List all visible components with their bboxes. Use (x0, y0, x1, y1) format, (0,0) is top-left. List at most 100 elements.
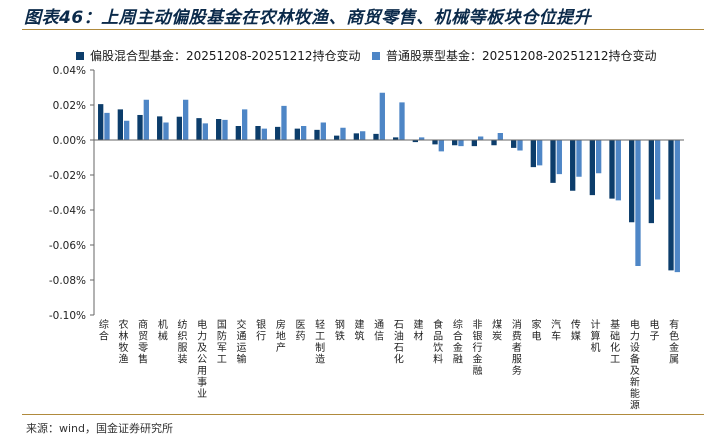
x-axis: 综合农林牧渔商贸零售机械纺织服装电力及公用事业国防军工交通运输银行房地产医药轻工… (94, 139, 684, 412)
bar-series2 (419, 137, 425, 140)
bar-series1 (117, 109, 123, 140)
x-category-label: 机械 (158, 318, 168, 343)
bar-series2 (635, 140, 641, 266)
x-category-label: 房地产 (276, 318, 286, 354)
bar-series2 (576, 140, 582, 177)
x-category-label: 汽车 (551, 318, 561, 343)
x-category-label: 建筑 (355, 318, 365, 343)
x-category-label: 石油石化 (394, 320, 404, 366)
y-tick-label: 0.02% (53, 100, 86, 112)
bar-series2 (615, 140, 621, 201)
bar-series2 (399, 102, 405, 140)
x-category-label: 电子 (650, 318, 660, 343)
bar-series1 (334, 135, 340, 140)
bar-series1 (648, 140, 654, 224)
legend-label-series2: 普通股票型基金：20251208-20251212持仓变动 (386, 48, 657, 63)
bar-series2 (596, 140, 602, 174)
bar-series2 (124, 120, 130, 140)
bar-series2 (556, 140, 562, 175)
x-category-label: 农林牧渔 (119, 318, 129, 366)
bar-series1 (373, 133, 379, 140)
x-category-label: 轻工制造 (315, 318, 325, 366)
x-category-label: 电力及公用事业 (197, 318, 207, 400)
bar-series1 (98, 104, 104, 140)
y-tick-label: -0.02% (49, 170, 86, 182)
bar-series2 (301, 126, 307, 140)
x-category-label: 基础化工 (610, 318, 620, 366)
bar-series2 (261, 128, 267, 140)
x-category-label: 电力设备及新能源 (630, 318, 640, 412)
bar-series2 (320, 122, 326, 140)
bar-series2 (537, 140, 543, 166)
x-category-label: 建材 (414, 318, 424, 343)
source-note: 来源：wind，国金证券研究所 (26, 422, 174, 435)
bar-series1 (668, 140, 674, 271)
bar-series1 (550, 140, 556, 183)
bar-series2 (281, 105, 287, 140)
top-rule (22, 29, 704, 30)
legend: 偏股混合型基金：20251208-20251212持仓变动 普通股票型基金：20… (76, 48, 657, 63)
bar-series1 (353, 133, 359, 140)
bar-series1 (216, 119, 222, 140)
bars (98, 92, 680, 273)
bar-series1 (511, 140, 517, 148)
bar-series1 (629, 140, 635, 223)
bar-series2 (183, 99, 189, 140)
x-category-label: 非银行金融 (473, 319, 483, 377)
bar-series2 (674, 140, 680, 273)
bar-series2 (242, 109, 248, 140)
y-tick-label: 0.00% (53, 135, 86, 147)
bar-series2 (379, 92, 385, 140)
y-tick-label: -0.10% (49, 310, 86, 322)
x-category-label: 食品饮料 (433, 318, 443, 366)
bar-series2 (104, 112, 110, 140)
bar-series2 (360, 131, 366, 140)
x-category-label: 煤炭 (492, 318, 502, 343)
bar-series2 (143, 99, 149, 140)
legend-swatch-series2 (372, 52, 380, 60)
bar-series2 (655, 140, 661, 200)
x-category-label: 家电 (532, 318, 542, 343)
y-tick-label: -0.04% (49, 205, 86, 217)
x-category-label: 通信 (374, 319, 384, 343)
bar-series1 (294, 128, 300, 140)
bar-series2 (497, 133, 503, 140)
bar-series1 (157, 116, 163, 140)
y-axis: 0.04% 0.02% 0.00% -0.02% -0.04% -0.06% -0.08% -… (49, 65, 95, 322)
bar-series1 (432, 140, 438, 145)
bar-series1 (137, 114, 143, 140)
x-category-label: 纺织服装 (178, 318, 188, 366)
bar-series1 (235, 126, 241, 140)
bar-series2 (517, 140, 523, 151)
y-tick-label: 0.04% (53, 65, 86, 77)
bar-series1 (393, 137, 399, 140)
x-category-label: 钢铁 (335, 318, 345, 343)
bar-series1 (609, 140, 615, 199)
bar-series2 (163, 122, 169, 140)
bar-series2 (478, 136, 484, 140)
x-category-label: 银行 (256, 318, 266, 343)
bar-series2 (458, 140, 464, 147)
x-category-label: 交通运输 (237, 318, 247, 366)
bar-series1 (570, 140, 576, 191)
bar-series2 (202, 123, 208, 140)
x-category-label: 消费者服务 (512, 318, 522, 377)
bar-series2 (340, 127, 346, 140)
bar-series2 (438, 140, 444, 152)
bar-series1 (255, 126, 261, 140)
x-category-label: 医药 (296, 319, 306, 343)
bar-series1 (491, 140, 497, 146)
x-category-label: 计算机 (591, 318, 601, 354)
bottom-rule (22, 414, 704, 415)
x-category-label: 有色金属 (669, 318, 679, 366)
x-category-label: 综合金融 (453, 318, 463, 366)
bar-series2 (222, 119, 228, 140)
bar-series1 (176, 116, 182, 140)
x-category-label: 商贸零售 (138, 318, 148, 366)
bar-series1 (530, 140, 536, 168)
x-category-label: 国防军工 (217, 319, 227, 366)
x-category-label: 综合 (99, 318, 109, 343)
chart-title: 图表46：上周主动偏股基金在农林牧渔、商贸零售、机械等板块仓位提升 (24, 8, 592, 28)
legend-label-series1: 偏股混合型基金：20251208-20251212持仓变动 (90, 48, 361, 63)
